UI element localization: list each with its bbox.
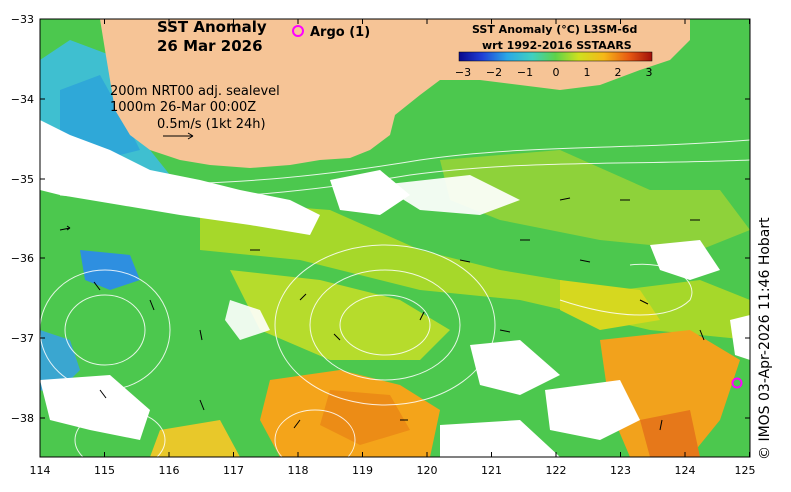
colorbar-tick: −3	[455, 66, 471, 79]
x-tick-label: 125	[735, 464, 756, 477]
x-tick-label: 120	[417, 464, 438, 477]
y-tick-label: −35	[11, 173, 34, 186]
contour-info-line: 1000m 26-Mar 00:00Z	[110, 100, 257, 115]
argo-float-marker[interactable]	[731, 377, 743, 389]
x-tick-label: 116	[159, 464, 180, 477]
x-tick-label: 121	[481, 464, 502, 477]
sst-field	[40, 19, 750, 457]
colorbar-tick: 0	[553, 66, 560, 79]
x-tick-label: 118	[288, 464, 309, 477]
colorbar-subtitle: wrt 1992-2016 SSTAARS	[482, 39, 632, 52]
argo-circle-icon	[292, 25, 304, 37]
contour-info-line: 200m NRT00 adj. sealevel	[110, 84, 280, 99]
scale-arrow-label: 0.5m/s (1kt 24h)	[157, 117, 266, 132]
x-tick-label: 119	[352, 464, 373, 477]
colorbar-tick: 2	[615, 66, 622, 79]
y-tick-label: −36	[11, 252, 34, 265]
sealevel-contours	[40, 139, 750, 457]
colorbar-title: SST Anomaly (°C) L3SM-6d	[472, 23, 638, 36]
x-tick-label: 114	[30, 464, 51, 477]
x-axis	[39, 19, 750, 457]
colorbar-tick: 1	[584, 66, 591, 79]
colorbar	[458, 51, 653, 62]
y-tick-label: −38	[11, 412, 34, 425]
scale-arrow	[163, 132, 194, 140]
y-tick-label: −34	[11, 93, 34, 106]
map-title: SST Anomaly	[157, 18, 267, 36]
y-tick-label: −37	[11, 332, 34, 345]
x-tick-label: 123	[610, 464, 631, 477]
y-tick-label: −33	[11, 13, 34, 26]
colorbar-tick: −1	[517, 66, 533, 79]
map-date: 26 Mar 2026	[157, 37, 263, 55]
y-axis	[40, 18, 750, 419]
colorbar-tick: −2	[486, 66, 502, 79]
x-axis-labels: 114 115 116 117 118 119 120 121 122 123 …	[30, 464, 756, 477]
colorbar-tick-labels: −3 −2 −1 0 1 2 3	[455, 66, 653, 79]
x-tick-label: 115	[94, 464, 115, 477]
colorbar-tick: 3	[646, 66, 653, 79]
x-tick-label: 124	[675, 464, 696, 477]
map-frame	[39, 18, 751, 458]
y-axis-labels: −33 −34 −35 −36 −37 −38	[11, 13, 34, 425]
argo-label: Argo (1)	[310, 25, 371, 40]
x-tick-label: 117	[223, 464, 244, 477]
argo-legend: Argo (1)	[292, 25, 370, 40]
current-vectors	[59, 197, 705, 431]
imos-credit: © IMOS 03-Apr-2026 11:46 Hobart	[757, 217, 773, 460]
x-tick-label: 122	[546, 464, 567, 477]
